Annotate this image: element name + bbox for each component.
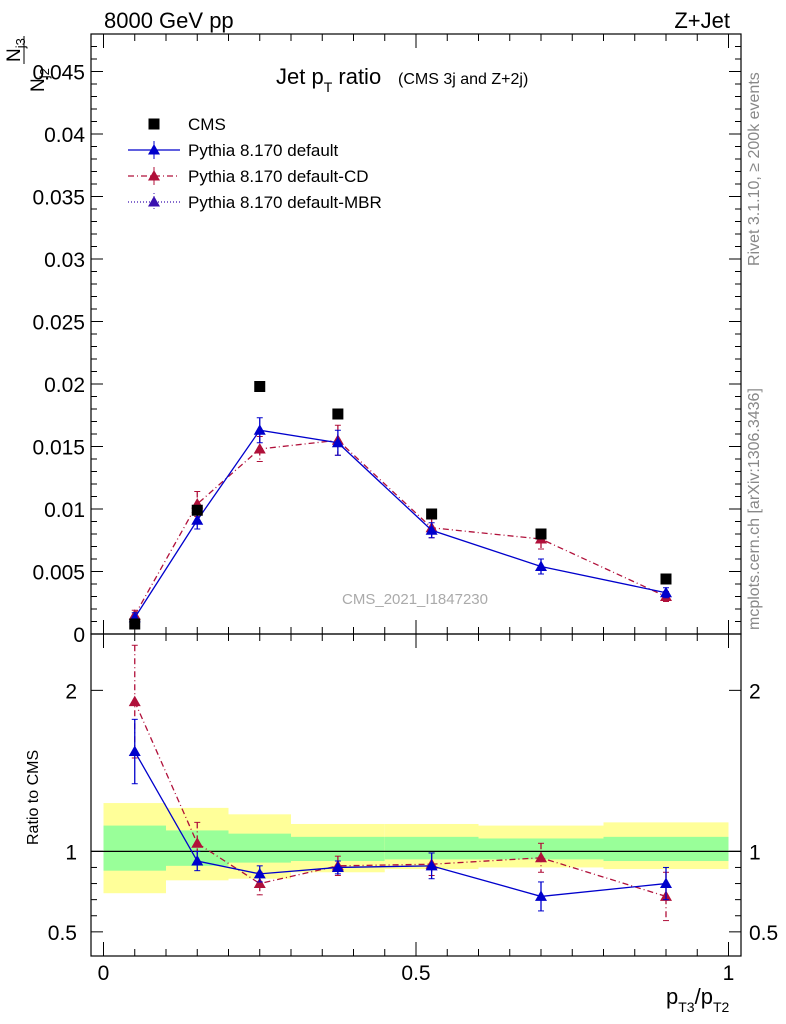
- data-point: [535, 560, 547, 571]
- y-tick-label: 0.01: [44, 499, 85, 522]
- watermark: CMS_2021_I1847230: [342, 591, 488, 608]
- y-tick-label: 0.015: [32, 437, 85, 460]
- series-line: [134, 429, 667, 619]
- data-point: [425, 859, 438, 871]
- data-point: [128, 745, 141, 757]
- y-tick-label: 0.005: [32, 562, 85, 585]
- ratio-tick-label-right: 1: [749, 841, 761, 864]
- cms-data-point: [332, 408, 344, 420]
- data-point: [660, 877, 672, 889]
- legend-label: Pythia 8.170 default: [188, 141, 339, 160]
- legend-marker: [148, 196, 160, 207]
- data-point: [191, 514, 204, 525]
- cms-data-point: [129, 618, 141, 630]
- y-tick-label: 0.03: [44, 249, 85, 272]
- data-point: [191, 837, 204, 848]
- y-tick-label: 0.02: [44, 374, 85, 397]
- ratio-tick-label: 2: [65, 680, 77, 703]
- legend-label: Pythia 8.170 default-MBR: [188, 193, 382, 212]
- y-tick-label: 0.035: [32, 187, 85, 210]
- y-tick-label: 0.04: [44, 124, 85, 147]
- cms-data-point: [660, 573, 672, 585]
- cms-data-point: [191, 504, 203, 516]
- uncertainty-band-inner: [384, 836, 479, 860]
- x-tick-label: 0.5: [401, 962, 430, 985]
- data-point: [253, 867, 266, 879]
- legend: CMS Pythia 8.170 default Pythia 8.170 defa…: [128, 115, 382, 212]
- legend-marker: [148, 144, 160, 155]
- uncertainty-band-inner: [228, 833, 291, 863]
- chart-title: Jet pT ratio: [276, 64, 381, 95]
- ratio-axis-label: Ratio to CMS: [25, 750, 42, 845]
- data-point: [535, 851, 547, 863]
- y-label-denominator: Nj2: [28, 68, 52, 92]
- mcplots-info: mcplots.cern.ch [arXiv:1306.3436]: [746, 388, 763, 630]
- data-point: [253, 877, 266, 889]
- cms-data-point: [535, 528, 547, 540]
- data-point: [128, 695, 141, 707]
- x-axis-label: pT3/pT2: [666, 984, 730, 1015]
- y-tick-label: 0: [73, 624, 85, 647]
- series-line: [134, 439, 667, 616]
- data-point: [425, 524, 438, 535]
- ratio-panel: 0 0.5 1 0.5 0.5 1 1 2 2: [48, 633, 778, 985]
- energy-label: 8000 GeV pp: [104, 8, 234, 33]
- data-point: [660, 586, 672, 598]
- cms-data-point: [254, 381, 266, 392]
- legend-marker: [148, 170, 160, 181]
- ratio-frame: [90, 633, 742, 957]
- cms-data-point: [426, 508, 438, 520]
- legend-label: CMS: [188, 115, 226, 134]
- ratio-tick-label: 0.5: [48, 922, 77, 945]
- data-point: [253, 424, 266, 435]
- x-tick-label: 1: [723, 962, 735, 985]
- main-panel: 0 0.005 0.01 0.015 0.02 0.025 0.03 0.035 0.04 0.0…: [32, 33, 742, 647]
- data-point: [191, 855, 204, 866]
- y-tick-label: 0.045: [32, 62, 85, 85]
- legend-label: Pythia 8.170 default-CD: [188, 167, 369, 186]
- ratio-tick-label-right: 2: [749, 680, 761, 703]
- data-point: [331, 436, 344, 448]
- uncertainty-band-inner: [103, 825, 166, 871]
- process-label: Z+Jet: [674, 8, 730, 33]
- legend-marker: [148, 118, 160, 130]
- y-tick-label: 0.025: [32, 312, 85, 335]
- data-point: [535, 890, 547, 901]
- rivet-info: Rivet 3.1.10, ≥ 200k events: [746, 72, 763, 266]
- data-point: [331, 861, 344, 872]
- uncertainty-band-inner: [603, 836, 729, 862]
- y-label-numerator: Nj3: [4, 38, 28, 62]
- chart-subtitle: (CMS 3j and Z+2j): [398, 71, 528, 88]
- x-tick-label: 0: [98, 962, 110, 985]
- data-point: [253, 443, 266, 454]
- ratio-tick-label-right: 0.5: [749, 922, 778, 945]
- ratio-tick-label: 1: [65, 841, 77, 864]
